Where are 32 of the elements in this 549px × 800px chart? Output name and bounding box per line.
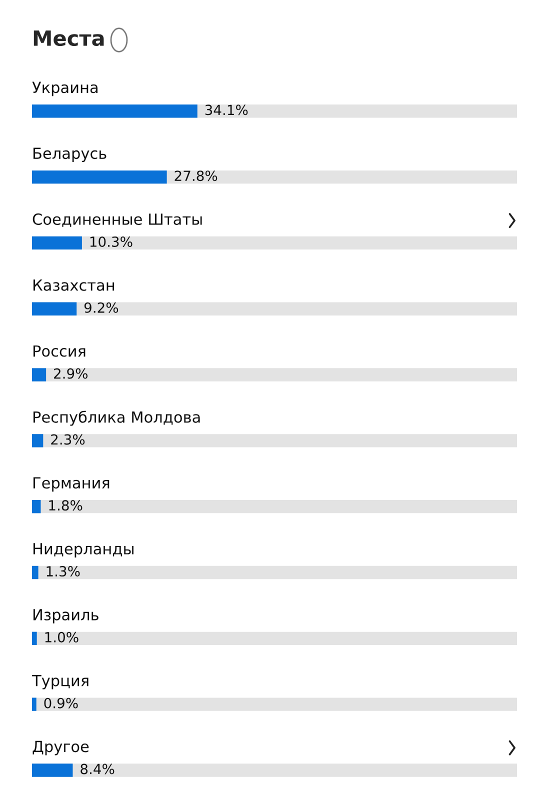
- data-label: 34.1%: [205, 104, 248, 116]
- data-label: 10.3%: [90, 236, 132, 247]
- bar: [32, 434, 44, 448]
- chart-title: Места: [34, 30, 104, 46]
- bar: [32, 632, 37, 645]
- y-tick-label: Беларусь: [34, 148, 106, 162]
- data-label: 1.0%: [45, 632, 78, 642]
- bar: [32, 566, 38, 580]
- bar: [32, 368, 46, 382]
- data-label: 8.4%: [80, 764, 114, 774]
- y-tick-label: Нидерланды: [34, 543, 134, 558]
- data-label: 1.8%: [49, 500, 82, 511]
- data-label: 27.8%: [174, 170, 218, 182]
- bar: [32, 302, 77, 316]
- bar: [32, 236, 82, 250]
- bar: [32, 764, 73, 777]
- y-tick-label: Казахстан: [34, 280, 114, 291]
- y-tick-label: Соединенные Штаты: [32, 213, 202, 227]
- y-tick-label: Россия: [34, 345, 86, 357]
- data-label: 1.3%: [46, 566, 80, 577]
- data-label: 0.9%: [44, 698, 78, 708]
- data-label: 2.3%: [51, 434, 85, 445]
- y-tick-label: Другое: [32, 740, 89, 756]
- data-label: 2.9%: [54, 368, 88, 379]
- bar: [32, 500, 41, 514]
- data-label: 9.2%: [84, 302, 118, 313]
- y-tick-label: Израиль: [34, 609, 98, 624]
- y-tick-label: Украина: [32, 82, 98, 96]
- bar: [32, 698, 36, 711]
- y-tick-label: Германия: [34, 477, 110, 492]
- y-tick-label: Турция: [32, 674, 88, 690]
- y-tick-label: Республика Молдова: [34, 410, 200, 426]
